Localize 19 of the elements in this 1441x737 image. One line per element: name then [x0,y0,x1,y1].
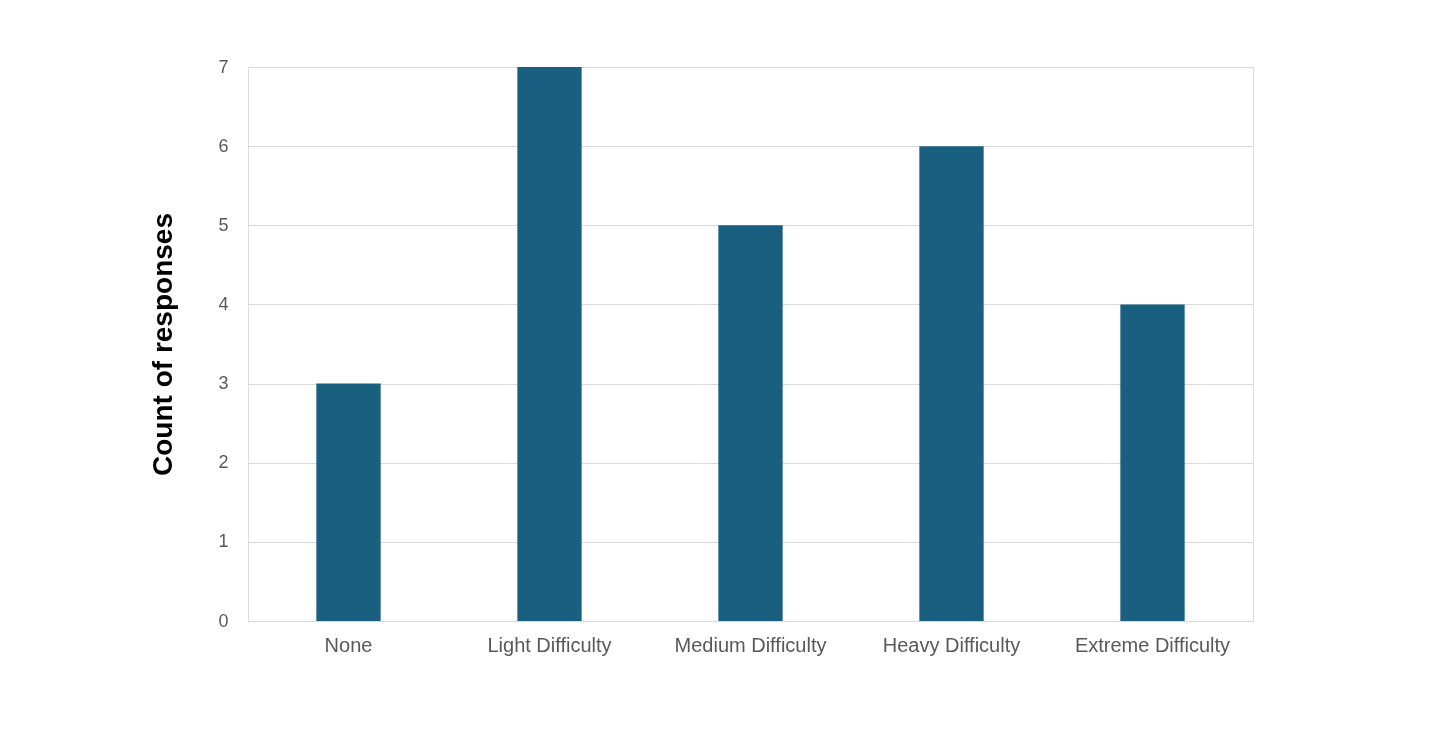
y-tick-label: 2 [218,452,229,473]
x-tick-label: Light Difficulty [487,633,612,656]
y-tick-label: 1 [218,531,229,552]
y-tick-label: 3 [218,373,229,394]
bar [316,383,381,621]
y-tick-label: 0 [218,610,229,631]
bar [919,146,984,621]
y-tick-label: 4 [218,293,229,314]
y-axis-title: Count of responses [147,213,179,476]
y-tick-label: 6 [218,135,229,156]
x-tick-label: Medium Difficulty [674,633,827,656]
x-tick-label: Extreme Difficulty [1074,633,1231,656]
x-tick-label: None [324,633,373,656]
y-tick-label: 5 [218,214,229,235]
y-tick-label: 7 [218,56,229,77]
bar [517,67,582,621]
x-tick-label: Heavy Difficulty [882,633,1021,656]
bar [718,225,783,621]
bar [1120,304,1185,621]
